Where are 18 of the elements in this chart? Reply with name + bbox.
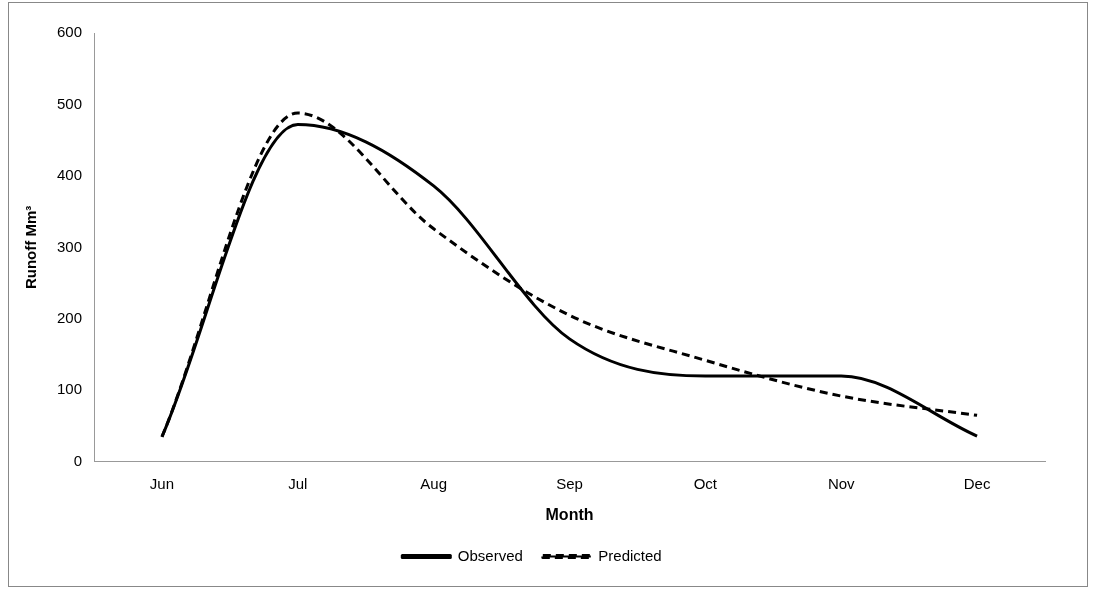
legend-label: Observed: [457, 546, 523, 564]
x-tick-label: Nov: [827, 474, 856, 492]
x-tick-label: Jul: [288, 474, 308, 492]
y-tick-label: 200: [57, 309, 83, 327]
x-tick-label: Sep: [556, 474, 583, 492]
y-tick-label: 0: [73, 451, 83, 469]
y-tick-label: 500: [57, 94, 83, 112]
legend-label: Predicted: [598, 546, 662, 564]
x-tick-label: Dec: [963, 474, 991, 492]
x-tick-label: Oct: [693, 474, 718, 492]
y-tick-label: 400: [57, 166, 83, 184]
y-tick-label: 300: [57, 237, 83, 255]
x-axis-title: Month: [545, 505, 594, 523]
x-tick-label: Aug: [420, 474, 448, 492]
y-axis-title: Runoff Mm³: [22, 205, 40, 290]
x-tick-label: Jun: [149, 474, 175, 492]
y-tick-label: 100: [57, 380, 83, 398]
y-tick-label: 600: [57, 23, 83, 41]
